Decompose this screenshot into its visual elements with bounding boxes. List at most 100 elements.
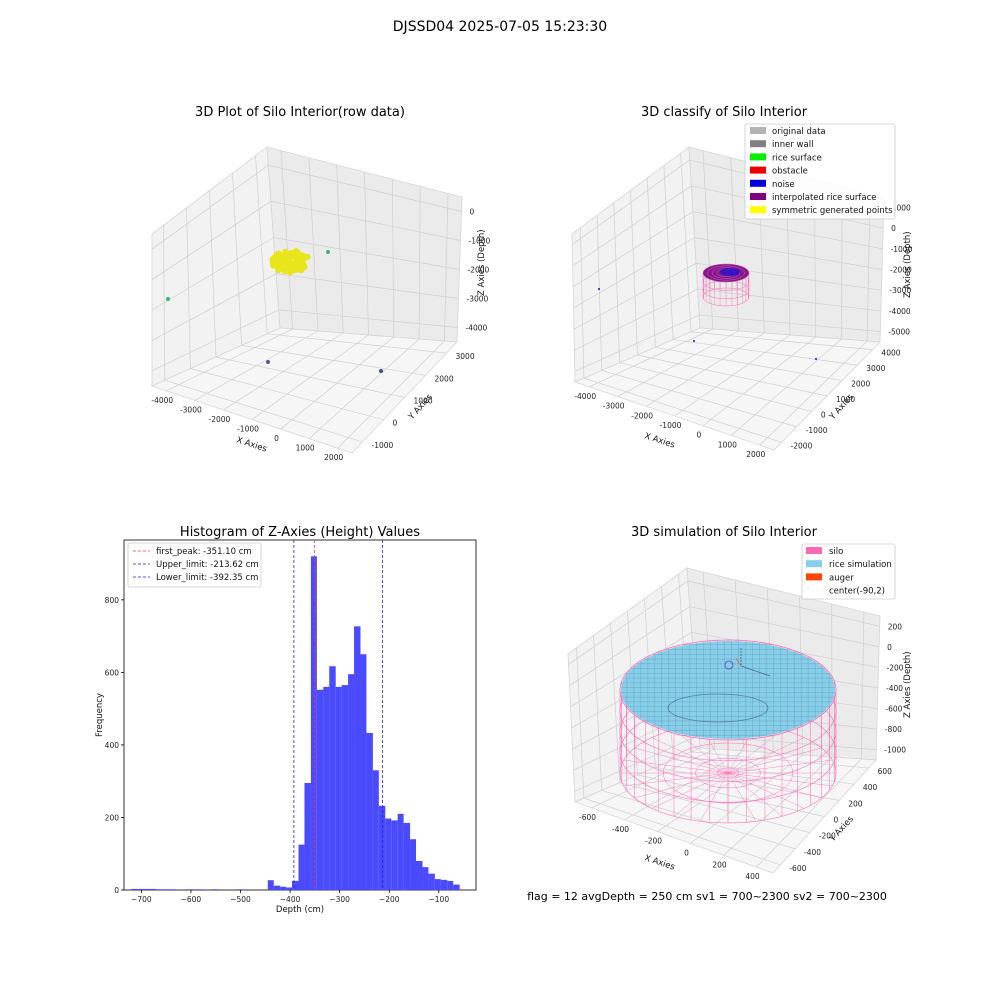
auger-arm: [740, 665, 771, 677]
z-tick-label: 0: [891, 224, 896, 233]
x-tick-label: -3000: [180, 405, 202, 414]
panel-raw-3d: 3D Plot of Silo Interior(row data) -4000…: [150, 105, 491, 462]
histogram-legend-box: [127, 542, 262, 588]
sim-silo-wireframe: [619, 639, 837, 824]
grid-line: [573, 237, 695, 309]
legend-label: symmetric generated points: [772, 206, 893, 216]
legend-label: interpolated rice surface: [772, 193, 877, 203]
histogram-bar: [416, 860, 423, 890]
grid-line: [601, 790, 796, 850]
y-tick-label: 3000: [456, 352, 475, 361]
histogram-bar: [385, 818, 392, 890]
sim-x-label: X Axies: [643, 853, 676, 872]
histogram-bar: [391, 820, 398, 890]
rice-point: [282, 266, 289, 274]
histogram-bar: [156, 889, 177, 890]
legend-label: Lower_limit: -392.35 cm: [156, 573, 258, 583]
sim-legend-box: [801, 543, 896, 600]
x-tick-label: −500: [230, 895, 251, 904]
y-tick-label: 2000: [435, 374, 454, 383]
legend-label: original data: [772, 127, 826, 137]
grid-line: [691, 751, 869, 769]
simulation-legend: silo rice simulation auger center(-90,2): [801, 543, 896, 600]
x-tick-label: 200: [712, 860, 727, 869]
silo-floor-ring: [662, 742, 794, 804]
legend-swatch: [750, 179, 766, 187]
grid-line: [151, 309, 279, 372]
simulation-footer: flag = 12 avgDepth = 250 cm sv1 = 700~23…: [527, 890, 887, 903]
silo-floor-ring: [695, 757, 761, 789]
grid-line: [583, 797, 781, 866]
z-tick-label: -1000: [469, 237, 491, 246]
x-tick-label: 0: [697, 431, 702, 440]
histogram-bar: [360, 654, 367, 890]
grid-line: [270, 200, 461, 241]
grid-line: [687, 580, 880, 627]
y-tick-label: -1000: [372, 441, 394, 450]
rice-point: [269, 259, 277, 266]
raw-x-label: X Axies: [235, 435, 268, 454]
histogram-bar: [440, 879, 448, 890]
x-tick-label: -1000: [237, 425, 259, 434]
y-tick-label: 4000: [881, 349, 900, 358]
y-tick-label: 0: [114, 886, 119, 895]
z-tick-label: -3000: [467, 295, 489, 304]
raw-grid: [151, 150, 462, 449]
legend-swatch: [750, 193, 766, 200]
y-tick-label: 2000: [851, 380, 870, 389]
grid-line: [673, 759, 854, 785]
legend-swatch: [750, 206, 766, 214]
classify-z-label: Z Axies (Depth): [903, 231, 913, 298]
silo-floor-wire: [673, 772, 729, 817]
panel-histogram: Histogram of Z-Axies (Height) Values −70…: [95, 525, 477, 915]
grid-line: [673, 339, 858, 366]
raw-point: [379, 369, 383, 373]
z-tick-label: -800: [885, 725, 902, 734]
x-tick-label: 0: [274, 434, 279, 443]
rice-point: [293, 257, 301, 264]
noise-point: [693, 340, 695, 342]
histogram-bar: [372, 770, 379, 890]
histogram-bar: [366, 732, 373, 890]
grid-line: [151, 237, 274, 311]
z-tick-label: -600: [885, 705, 902, 714]
histogram-bar: [292, 880, 299, 890]
panel-simulation-3d: 3D simulation of Silo Interior -600 -400 -…: [527, 525, 913, 903]
y-tick-label: 800: [105, 596, 120, 605]
noise-point: [815, 358, 817, 360]
legend-swatch: [806, 560, 822, 568]
z-tick-label: -200: [887, 663, 904, 672]
legend-swatch: [806, 547, 822, 554]
histogram-bar: [397, 813, 404, 890]
rice-point: [282, 256, 289, 263]
center-marker: [724, 660, 734, 670]
silo-floor-wire: [634, 772, 729, 799]
z-tick-label: -3000: [889, 286, 911, 295]
grid-line: [573, 263, 697, 330]
rice-point: [296, 251, 304, 259]
histogram-ticks: −700 −600 −500 −400 −300 −200 −100 0 200 400 600 80…: [105, 596, 450, 904]
grid-line: [276, 273, 459, 299]
silo-floor-wire: [673, 729, 729, 774]
silo-ring: [702, 287, 750, 307]
grid-line: [637, 354, 828, 397]
silo-floor-wire: [727, 729, 783, 774]
y-tick-label: 600: [105, 668, 120, 677]
silo-floor-wire: [727, 772, 805, 809]
histogram-bar: [434, 879, 441, 890]
x-tick-label: -1000: [660, 421, 682, 430]
legend-box: [744, 123, 896, 220]
y-tick-label: 1000: [414, 397, 433, 406]
z-tick-label: -4000: [466, 324, 488, 333]
y-tick-label: -2000: [791, 441, 813, 450]
legend-label: rice simulation: [829, 560, 892, 570]
histogram-bar: [348, 674, 355, 890]
grid-line: [164, 379, 363, 443]
y-tick-label: -600: [789, 864, 806, 873]
z-tick-label: -2000: [890, 266, 912, 275]
sim-y-label: Y Axies: [827, 814, 856, 845]
sim-tick-labels: -600-400-2000200400-600-400-200020040060…: [579, 622, 906, 881]
silo-floor-wire: [727, 772, 757, 822]
x-tick-label: −600: [181, 895, 202, 904]
histogram-bar: [195, 889, 204, 890]
